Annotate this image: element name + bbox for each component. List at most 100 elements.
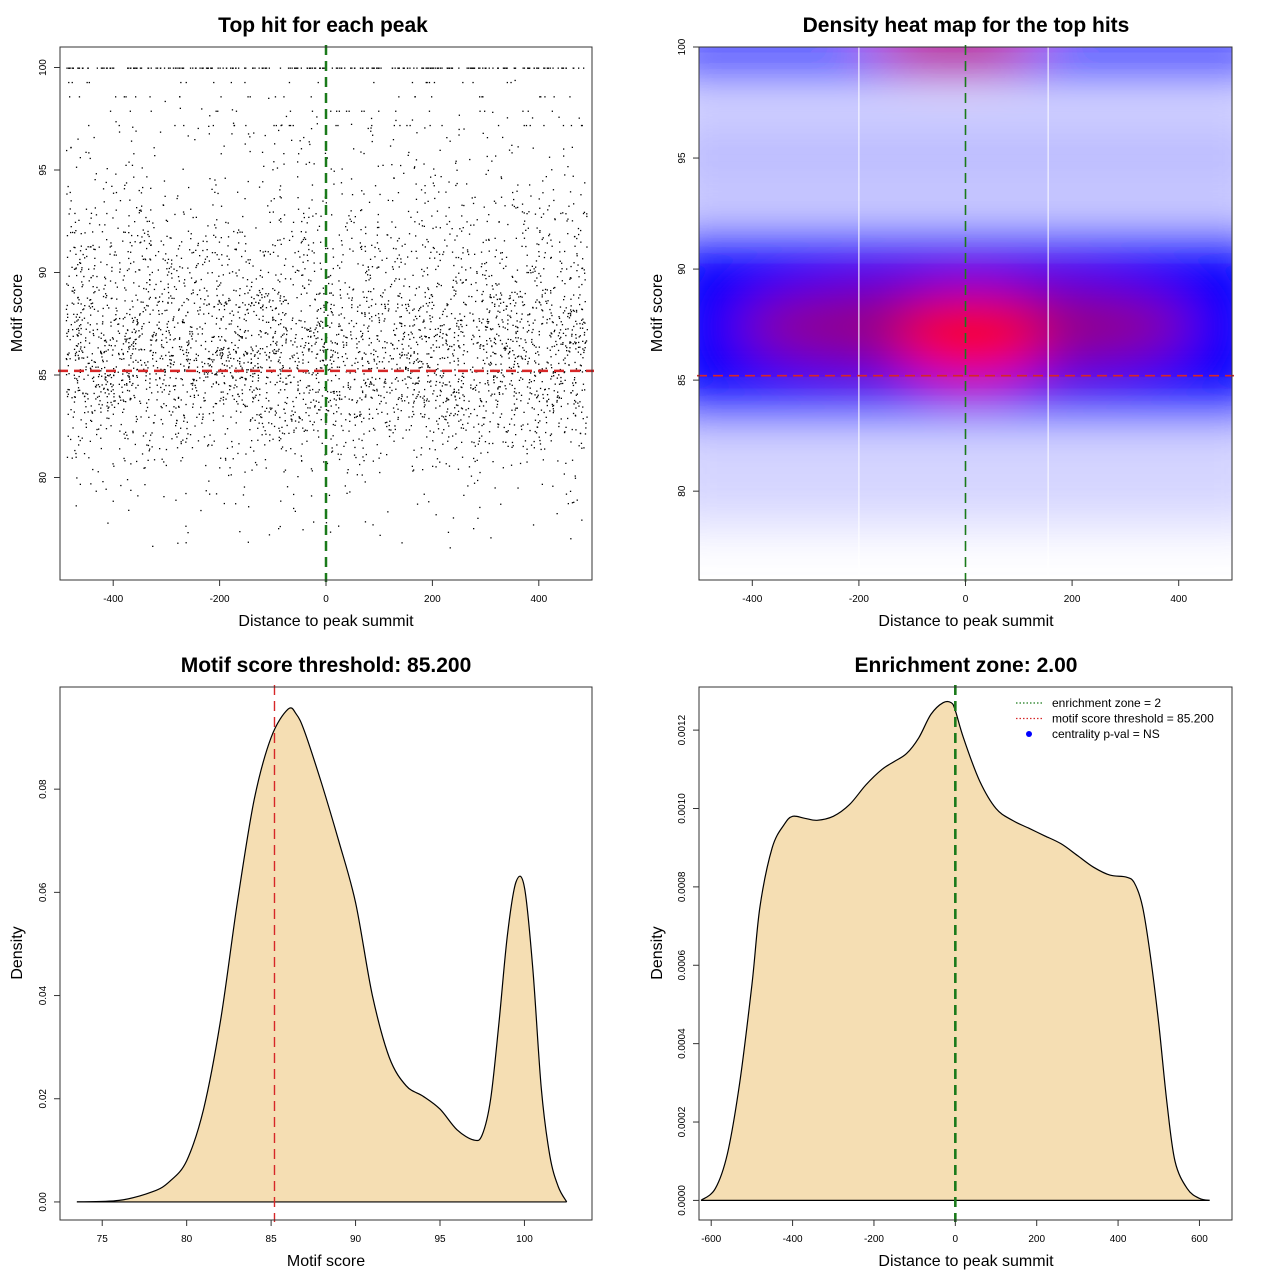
data-point	[431, 295, 434, 298]
data-point	[458, 326, 460, 328]
data-point	[91, 359, 93, 361]
data-point	[446, 223, 448, 225]
data-point	[485, 239, 487, 241]
data-point	[586, 213, 588, 215]
data-point	[166, 309, 168, 311]
data-point	[212, 361, 214, 363]
data-point	[553, 330, 555, 333]
data-point	[333, 390, 335, 393]
data-point	[553, 287, 555, 289]
data-point	[439, 461, 441, 463]
data-point	[160, 355, 163, 357]
data-point	[221, 254, 223, 256]
data-point	[108, 307, 110, 309]
data-point	[77, 302, 79, 304]
data-point	[512, 350, 514, 352]
data-point	[361, 335, 363, 337]
data-point	[340, 297, 342, 299]
data-point	[497, 388, 499, 390]
data-point	[148, 298, 150, 300]
data-point	[416, 211, 419, 213]
data-point	[68, 275, 70, 277]
data-point	[551, 314, 553, 317]
data-point	[257, 377, 260, 379]
data-point	[155, 333, 157, 335]
data-point	[545, 367, 547, 369]
data-point	[351, 399, 353, 401]
data-point	[327, 247, 329, 250]
data-point	[536, 277, 538, 279]
data-point	[310, 495, 313, 497]
data-point	[150, 434, 152, 436]
data-point	[149, 259, 152, 261]
data-point	[123, 358, 125, 360]
data-point	[376, 234, 378, 236]
data-point	[268, 400, 270, 402]
data-point	[401, 400, 403, 402]
data-point	[107, 349, 109, 351]
data-point	[74, 354, 77, 357]
data-point	[424, 202, 426, 204]
data-point	[133, 394, 135, 397]
data-point	[541, 381, 543, 383]
data-point	[569, 96, 571, 98]
data-point	[272, 169, 274, 171]
data-point	[75, 253, 77, 255]
data-point	[376, 388, 378, 391]
data-point	[514, 67, 516, 69]
data-point	[270, 408, 272, 411]
data-point	[277, 293, 279, 295]
data-point	[567, 328, 569, 330]
data-point	[109, 67, 111, 69]
data-point	[558, 383, 561, 385]
data-point	[370, 291, 372, 293]
data-point	[539, 207, 541, 209]
data-point	[128, 215, 130, 217]
data-point	[182, 349, 184, 352]
data-point	[269, 407, 271, 409]
data-point	[169, 334, 171, 336]
data-point	[399, 322, 401, 324]
data-point	[131, 353, 134, 355]
data-point	[446, 303, 448, 305]
data-point	[447, 356, 449, 359]
data-point	[261, 296, 263, 299]
data-point	[101, 353, 103, 355]
data-point	[538, 334, 540, 336]
data-point	[368, 408, 370, 410]
data-point	[163, 180, 166, 182]
data-point	[180, 81, 182, 84]
data-point	[546, 289, 548, 291]
data-point	[197, 333, 199, 335]
data-point	[497, 323, 500, 326]
heat-band	[699, 424, 1232, 525]
data-point	[467, 485, 469, 487]
data-point	[104, 278, 107, 280]
data-point	[73, 313, 75, 315]
data-point	[124, 184, 126, 186]
data-point	[576, 499, 578, 501]
data-point	[235, 110, 238, 112]
data-point	[133, 261, 135, 263]
data-point	[101, 375, 103, 377]
data-point	[463, 376, 465, 378]
data-point	[558, 116, 560, 118]
data-point	[315, 391, 317, 393]
data-point	[163, 288, 166, 290]
data-point	[118, 332, 121, 334]
data-point	[494, 237, 496, 239]
data-point	[261, 306, 264, 308]
data-point	[313, 429, 315, 431]
data-point	[112, 349, 114, 351]
data-point	[144, 467, 146, 469]
data-point	[115, 173, 117, 175]
data-point	[82, 284, 84, 286]
data-point	[231, 310, 233, 312]
data-point	[407, 210, 410, 213]
data-point	[493, 375, 495, 377]
data-point	[415, 341, 418, 343]
data-point	[167, 286, 169, 289]
data-point	[432, 440, 434, 442]
data-point	[281, 446, 284, 448]
data-point	[284, 401, 286, 404]
